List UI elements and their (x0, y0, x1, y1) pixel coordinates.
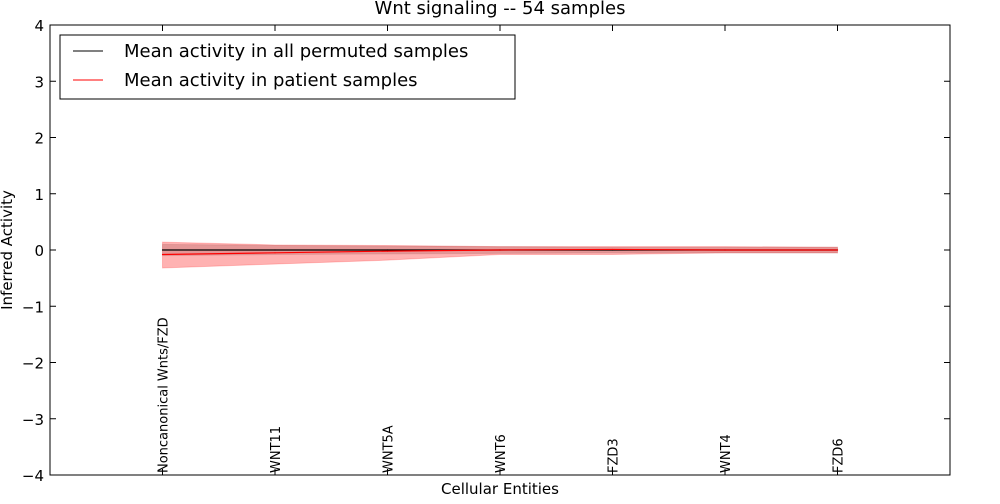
y-tick-label: −2 (22, 355, 44, 373)
y-axis-label: Inferred Activity (0, 190, 16, 310)
chart-title: Wnt signaling -- 54 samples (375, 0, 626, 19)
data-point (161, 249, 164, 251)
x-axis-label: Cellular Entities (441, 480, 559, 498)
x-tick-label: WNT5A (382, 425, 397, 473)
y-tick-label: 1 (34, 186, 44, 204)
x-tick-label: Noncanonical Wnts/FZD (157, 317, 172, 473)
x-tick-label: WNT4 (719, 434, 734, 473)
y-tick-label: −4 (22, 467, 44, 485)
x-tick-label: FZD3 (607, 438, 622, 473)
y-tick-label: 4 (34, 17, 44, 35)
data-point (161, 253, 164, 256)
confidence-band-1 (162, 241, 838, 269)
y-tick-label: −1 (22, 298, 44, 316)
legend-label-permuted: Mean activity in all permuted samples (124, 41, 468, 62)
x-tick-label: WNT11 (269, 426, 284, 473)
data-point (274, 249, 276, 251)
y-tick-label: −3 (22, 411, 44, 429)
y-tick-label: 3 (34, 73, 44, 91)
legend: Mean activity in all permuted samples Me… (59, 34, 516, 100)
data-point (499, 249, 501, 251)
data-point (274, 252, 276, 254)
legend-box (59, 34, 516, 100)
y-tick-label: 2 (34, 130, 44, 148)
data-point (611, 248, 614, 251)
data-point (724, 249, 726, 251)
data-point (836, 249, 839, 251)
legend-label-patient: Mean activity in patient samples (124, 70, 418, 91)
data-point (386, 250, 389, 252)
x-tick-label: WNT6 (494, 434, 509, 473)
y-tick-label: 0 (34, 242, 44, 260)
plot-area (49, 24, 951, 476)
x-tick-label: FZD6 (832, 438, 847, 473)
data-point (386, 249, 389, 251)
